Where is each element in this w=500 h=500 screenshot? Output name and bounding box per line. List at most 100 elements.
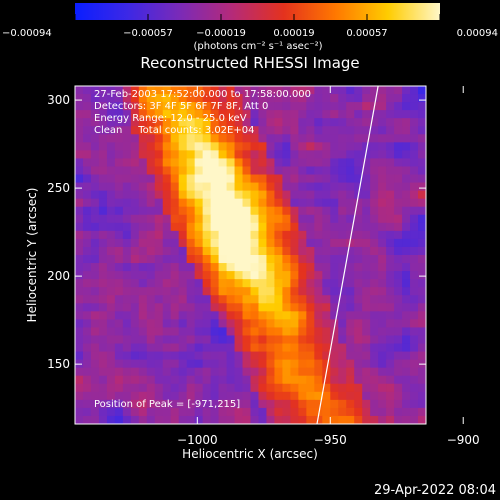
heatmap-cell xyxy=(98,359,108,369)
heatmap-cell xyxy=(410,166,419,176)
heatmap-cell xyxy=(338,295,347,304)
heatmap-cell xyxy=(162,230,172,240)
heatmap-cell xyxy=(362,375,371,385)
heatmap-cell xyxy=(418,222,426,232)
heatmap-cell xyxy=(346,86,355,95)
heatmap-cell xyxy=(194,182,204,192)
heatmap-cell xyxy=(106,126,116,135)
heatmap-cell xyxy=(154,335,164,345)
heatmap-cell xyxy=(106,246,116,256)
heatmap-cell xyxy=(346,158,355,168)
heatmap-cell xyxy=(154,279,164,288)
heatmap-cell xyxy=(210,391,220,401)
heatmap-cell xyxy=(202,174,212,184)
heatmap-cell xyxy=(194,198,204,208)
heatmap-cell xyxy=(410,311,419,320)
heatmap-cell xyxy=(250,166,260,176)
heatmap-cell xyxy=(298,295,307,304)
heatmap-cell xyxy=(354,287,363,296)
heatmap-cell xyxy=(314,126,323,135)
heatmap-cell xyxy=(210,271,220,280)
heatmap-cell xyxy=(154,399,164,409)
heatmap-cell xyxy=(266,311,276,320)
heatmap-cell xyxy=(330,295,339,304)
heatmap-cell xyxy=(274,150,284,160)
heatmap-cell xyxy=(402,110,411,119)
heatmap-cell xyxy=(290,311,299,320)
heatmap-cell xyxy=(242,343,252,353)
heatmap-cell xyxy=(378,94,387,103)
heatmap-cell xyxy=(146,126,156,135)
heatmap-cell xyxy=(282,182,291,192)
heatmap-cell xyxy=(154,295,164,304)
heatmap-cell xyxy=(242,271,252,280)
heatmap-cell xyxy=(226,222,236,232)
heatmap-cell xyxy=(362,190,371,200)
heatmap-cell xyxy=(370,343,379,353)
heatmap-cell xyxy=(162,383,172,393)
heatmap-cell xyxy=(178,383,188,393)
heatmap-cell xyxy=(346,94,355,103)
heatmap-cell xyxy=(226,182,236,192)
heatmap-cell xyxy=(402,407,411,417)
heatmap-cell xyxy=(354,222,363,232)
heatmap-cell xyxy=(362,343,371,353)
heatmap-cell xyxy=(98,94,108,103)
heatmap-cell xyxy=(226,86,236,95)
heatmap-cell xyxy=(98,206,108,216)
heatmap-cell xyxy=(178,206,188,216)
heatmap-cell xyxy=(290,182,299,192)
heatmap-cell xyxy=(378,319,387,329)
heatmap-cell xyxy=(234,150,244,160)
heatmap-cell xyxy=(106,142,116,151)
heatmap-cell xyxy=(82,150,92,160)
heatmap-cell xyxy=(82,327,92,337)
heatmap-cell xyxy=(282,359,291,369)
heatmap-cell xyxy=(394,222,403,232)
heatmap-cell xyxy=(394,158,403,168)
colorbar-tick-label: 0.00057 xyxy=(346,28,387,39)
heatmap-cell xyxy=(226,150,236,160)
heatmap-cell xyxy=(146,375,156,385)
heatmap-cell xyxy=(186,367,196,377)
heatmap-cell xyxy=(282,343,291,353)
heatmap-cell xyxy=(106,303,116,312)
heatmap-cell xyxy=(274,375,284,385)
heatmap-cell xyxy=(154,182,164,192)
heatmap-cell xyxy=(234,407,244,417)
heatmap-cell xyxy=(114,295,124,304)
heatmap-cell xyxy=(322,86,331,95)
heatmap-cell xyxy=(258,94,268,103)
heatmap-cell xyxy=(98,230,108,240)
heatmap-cell xyxy=(226,230,236,240)
heatmap-cell xyxy=(218,279,228,288)
heatmap-cell xyxy=(258,126,268,135)
heatmap-cell xyxy=(266,222,276,232)
heatmap-cell xyxy=(218,238,228,248)
heatmap-cell xyxy=(418,182,426,192)
heatmap-cell xyxy=(290,335,299,345)
heatmap-cell xyxy=(178,94,188,103)
heatmap-cell xyxy=(138,110,148,119)
heatmap-cell xyxy=(90,174,100,184)
heatmap-cell xyxy=(258,222,268,232)
heatmap-cell xyxy=(298,255,307,264)
heatmap-cell xyxy=(186,182,196,192)
heatmap-cell xyxy=(274,319,284,329)
heatmap-cell xyxy=(218,206,228,216)
heatmap-cell xyxy=(274,367,284,377)
heatmap-cell xyxy=(114,311,124,320)
heatmap-cell xyxy=(346,287,355,296)
heatmap-cell xyxy=(90,303,100,312)
heatmap-cell xyxy=(346,206,355,216)
heatmap-cell xyxy=(266,238,276,248)
heatmap-cell xyxy=(322,126,331,135)
heatmap-cell xyxy=(218,94,228,103)
heatmap-cell xyxy=(138,263,148,272)
heatmap-cell xyxy=(322,287,331,296)
heatmap-cell xyxy=(234,383,244,393)
heatmap-cell xyxy=(130,166,140,176)
heatmap-cell xyxy=(138,222,148,232)
heatmap-cell xyxy=(186,238,196,248)
heatmap-cell xyxy=(306,383,315,393)
